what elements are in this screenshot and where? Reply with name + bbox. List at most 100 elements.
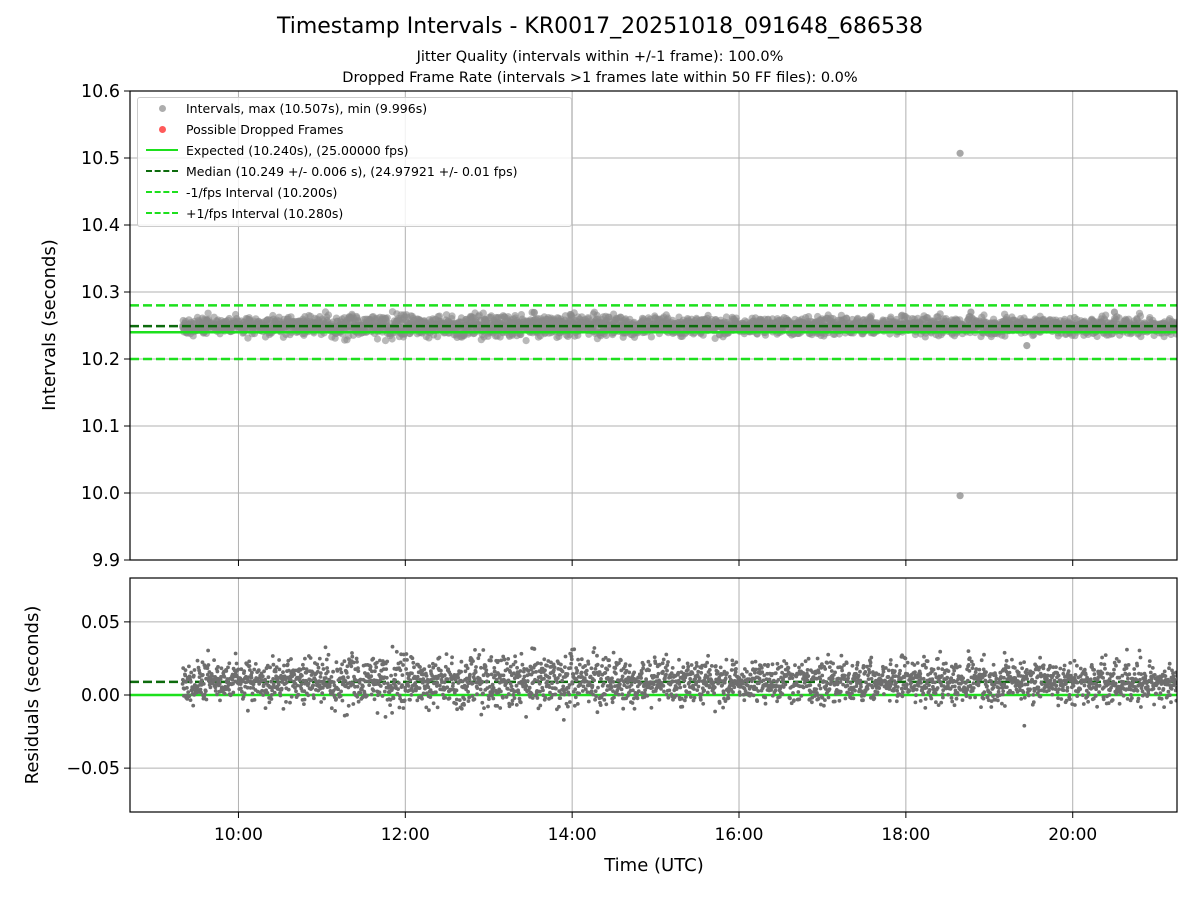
residual-point [483,664,488,669]
residual-point [776,678,781,682]
residual-point [542,657,547,662]
residual-point [711,680,716,685]
residual-point [797,665,801,670]
residual-point [340,662,344,667]
residual-point [579,670,584,675]
residual-point [355,694,360,699]
residual-point [746,683,750,688]
residual-point [326,652,331,657]
residual-point [766,663,770,667]
residual-point [456,675,460,680]
residual-point [721,705,725,710]
residual-point [388,703,392,707]
residual-point [339,670,344,675]
residual-point [390,644,395,649]
residual-point [661,669,665,674]
residual-point [351,702,356,706]
residual-point [210,674,215,678]
residual-point [261,693,265,697]
residual-point [556,676,560,680]
residual-point [346,675,350,680]
residual-point [520,662,525,667]
residual-point [463,669,468,674]
residual-point [491,696,496,701]
residual-point [661,684,666,688]
residual-point [274,665,279,670]
residual-point [338,694,343,698]
residual-point [251,682,256,687]
residual-point [558,696,563,700]
residual-point [475,686,480,690]
residual-point [484,668,489,672]
residual-point [626,693,630,698]
residual-point [565,672,570,676]
residual-point [628,663,632,668]
interval-point [442,311,451,319]
residual-point [742,674,746,679]
residual-point [552,665,557,670]
residual-point [249,675,254,680]
residual-point [558,673,562,677]
residual-point [756,689,761,693]
residual-point [782,659,786,663]
residual-point [472,677,477,682]
residual-point [745,669,749,674]
residual-point [431,701,436,706]
residual-point [224,669,229,673]
interval-outlier-point [1110,308,1119,316]
residual-point [816,696,821,701]
residual-point [585,690,590,694]
residual-point [504,681,509,686]
residual-point [771,678,776,683]
residual-point [810,695,815,700]
residual-point [803,659,808,664]
residual-point [712,691,716,696]
residual-point [377,690,382,695]
residual-point [709,678,714,683]
residual-point [382,689,387,694]
residual-point [396,681,401,685]
residual-point [531,670,535,675]
residual-point [199,678,204,683]
residual-point [613,666,618,670]
residual-point [398,660,403,665]
residual-point [401,663,405,667]
residual-point [354,656,359,661]
residual-point [600,664,604,668]
residual-point [481,691,485,696]
residual-point [318,671,323,675]
residual-point [551,662,556,667]
residual-point [334,697,338,701]
residual-point [686,664,691,669]
residual-point [506,692,511,696]
residual-point [681,665,686,670]
residual-point [320,662,325,667]
residual-point [389,673,393,678]
residual-point [720,672,725,677]
residual-point [338,667,343,671]
interval-outlier-point [956,492,964,500]
residual-point [325,669,330,674]
residual-point [723,699,728,703]
residual-point [270,688,274,693]
residual-point [401,706,406,710]
residual-point [677,682,682,686]
residual-point [511,693,516,697]
residual-point [468,672,472,677]
residual-point [695,688,700,692]
interval-point [383,314,391,322]
residual-point [231,681,235,686]
residual-point [187,664,191,669]
residual-point [411,660,416,665]
residual-point [226,665,230,670]
residual-point [814,671,818,675]
residual-point [754,667,758,672]
residual-point [553,692,558,697]
interval-point [647,333,656,341]
interval-point [732,314,740,322]
residual-point [187,694,192,699]
residual-point [445,677,450,681]
residual-point [610,676,614,681]
residual-point [676,670,681,675]
residual-point [646,659,651,664]
